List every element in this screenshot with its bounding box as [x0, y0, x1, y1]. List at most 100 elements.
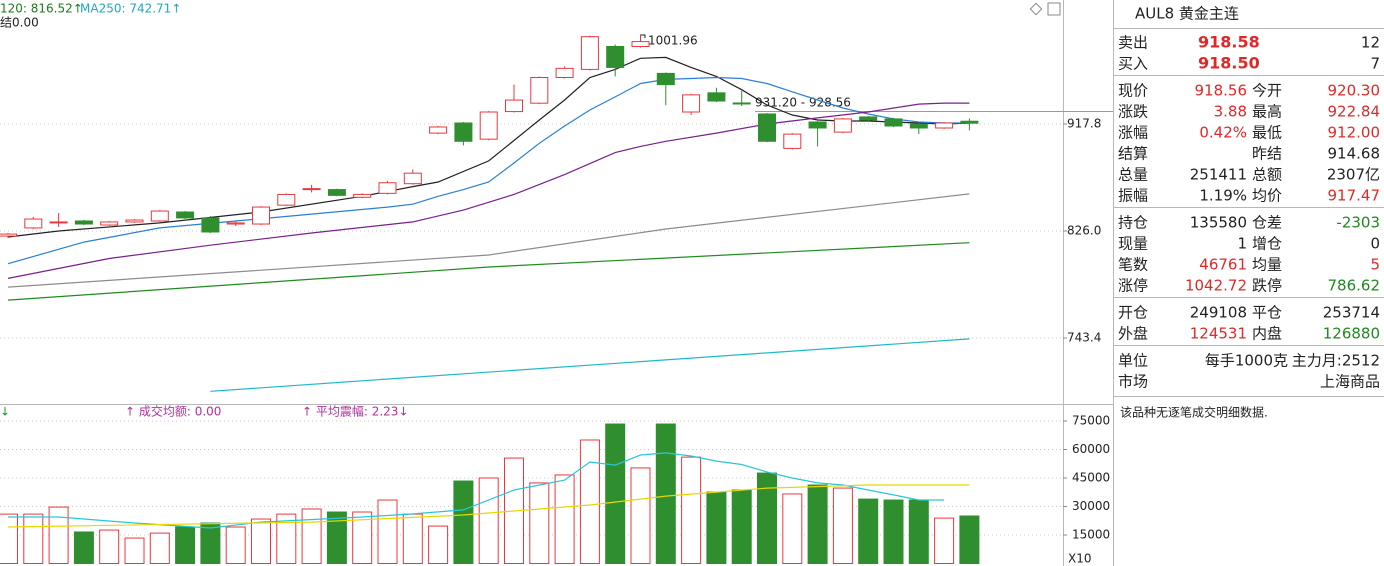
candle-body: [150, 210, 169, 222]
average-line: [7, 193, 970, 288]
volume-bar: [377, 499, 398, 565]
volume-bar: [554, 474, 575, 564]
average-line: [8, 452, 945, 529]
candle-body: [378, 182, 397, 194]
quote-note: 该品种无逐笔成交明细数据.: [1120, 405, 1268, 420]
volume-bar: [630, 467, 651, 564]
quote-value: 1042.72: [1185, 277, 1247, 295]
volume-bar: [731, 489, 752, 564]
volume-bar: [73, 531, 94, 565]
candle-body: [24, 218, 43, 229]
volume-bar: [326, 511, 347, 565]
volume-bar: [402, 513, 423, 564]
volume-bar: [934, 517, 955, 565]
quote-label: 平仓: [1252, 304, 1282, 322]
quote-label: 单位: [1118, 352, 1148, 370]
volume-header: ↑ 成交均额: 0.00: [125, 404, 221, 419]
candle-body: [859, 116, 878, 121]
candle-body: [707, 92, 726, 102]
quote-value: 1: [1237, 235, 1247, 253]
diamond-icon[interactable]: [1029, 2, 1043, 16]
quote-value: 249108: [1190, 304, 1247, 322]
quote-label: 内盘: [1252, 325, 1282, 343]
volume-bar: [706, 491, 727, 564]
quote-value: 922.84: [1328, 103, 1381, 121]
quote-value: 0: [1370, 235, 1380, 253]
candle-body: [631, 41, 650, 47]
candle-body: [327, 189, 346, 196]
quote-label: 结算: [1118, 145, 1148, 163]
average-line: [7, 102, 970, 279]
quote-label: 涨停: [1118, 277, 1148, 295]
volume-bar: [200, 522, 221, 565]
candle-body: [505, 99, 523, 113]
volume-bar: [0, 513, 18, 564]
volume-bar: [225, 526, 246, 565]
candle-body: [74, 220, 93, 225]
candle-body: [783, 133, 802, 149]
quote-label: 总量: [1118, 166, 1148, 184]
volume-bar: [124, 537, 145, 564]
y-tick-label: 826.0: [1067, 224, 1101, 238]
quote-label: 7: [1370, 55, 1380, 73]
quote-label: 主力月:2512: [1292, 352, 1380, 370]
y-tick-label: 917.8: [1067, 116, 1101, 130]
quote-value: 124531: [1190, 325, 1247, 343]
volume-bar: [655, 423, 676, 565]
quote-label: 涨跌: [1118, 103, 1148, 121]
quote-label: 跌停: [1252, 277, 1282, 295]
volume-bar: [605, 423, 626, 565]
quote-value: 912.00: [1328, 124, 1381, 142]
range-annotation: 931.20 - 928.56: [755, 96, 851, 110]
quote-label: 总额: [1252, 166, 1282, 184]
y-tick-label: 60000: [1072, 442, 1110, 456]
quote-value: 0.42%: [1199, 124, 1247, 142]
volume-header: ↓: [0, 405, 10, 419]
candle-body: [935, 122, 954, 129]
volume-bar: [276, 513, 297, 564]
volume-bar: [23, 513, 44, 564]
candle-body: [277, 193, 296, 206]
quote-value: -2303: [1336, 214, 1380, 232]
volume-bar: [681, 456, 702, 565]
quote-value: 3.88: [1214, 103, 1247, 121]
quote-value: 920.30: [1328, 82, 1381, 100]
volume-bar: [832, 487, 853, 565]
candle-body: [252, 206, 270, 225]
y-tick-label: 45000: [1072, 471, 1110, 485]
candle-body: [758, 113, 776, 142]
quote-value: 253714: [1323, 304, 1380, 322]
quote-value: 2307亿: [1327, 166, 1380, 184]
quote-label: 最高: [1252, 103, 1282, 121]
quote-value: 918.50: [1198, 54, 1260, 73]
volume-bar: [579, 439, 600, 564]
volume-bar: [908, 499, 929, 565]
quote-value: 46761: [1199, 256, 1247, 274]
quote-value: 5: [1370, 256, 1380, 274]
volume-bar: [48, 506, 69, 565]
y-tick-label: 75000: [1072, 414, 1110, 428]
average-line: [7, 484, 970, 528]
quote-label: 仓差: [1252, 214, 1282, 232]
quote-value: 918.58: [1198, 33, 1260, 52]
quote-label: 市场: [1118, 373, 1148, 391]
window-icon[interactable]: [1047, 2, 1061, 16]
quote-value: 251411: [1190, 166, 1247, 184]
candle-body: [454, 122, 473, 142]
volume-bar: [478, 477, 499, 564]
quote-label: 914.68: [1328, 145, 1381, 163]
volume-bar: [757, 472, 777, 564]
quote-label: 现量: [1118, 235, 1148, 253]
candle-body: [403, 172, 422, 185]
quote-value: 昨结: [1252, 145, 1282, 163]
quote-label: 增仓: [1252, 235, 1282, 253]
candle-body: [100, 221, 119, 226]
volume-bar: [453, 480, 474, 565]
average-line: [7, 242, 970, 301]
candle-body: [479, 111, 498, 140]
volume-header: ↑ 平均震幅: 2.23↓: [302, 404, 409, 419]
annotation-pointer: [640, 34, 646, 38]
quote-title: AUL8 黄金主连: [1135, 5, 1239, 23]
candle-body: [884, 118, 903, 127]
